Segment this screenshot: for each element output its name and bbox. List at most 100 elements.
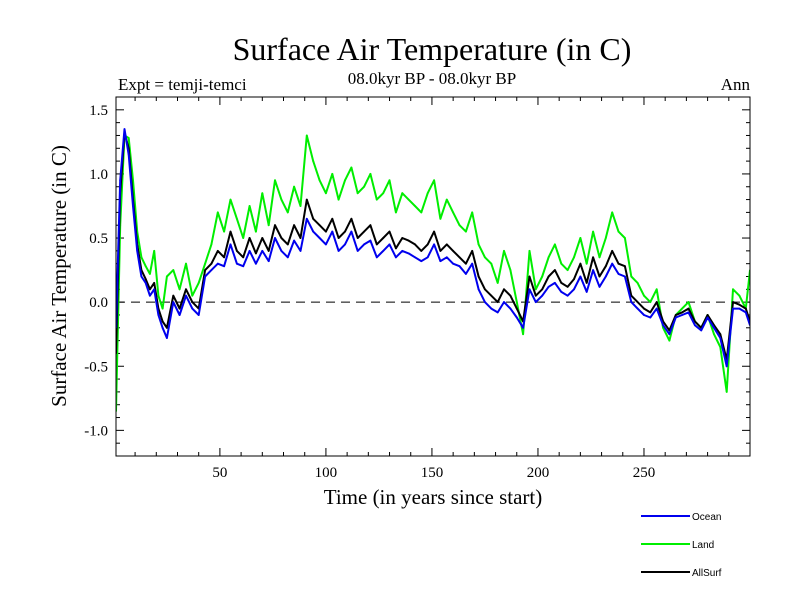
series-land: [116, 134, 750, 412]
data-point-land: [496, 282, 499, 284]
data-point-ocean: [407, 252, 410, 255]
data-point-land: [732, 288, 734, 291]
data-point-land: [426, 192, 429, 195]
data-point-allsurf: [617, 262, 620, 265]
data-point-land: [503, 250, 505, 252]
data-point-ocean: [123, 128, 126, 131]
data-point-allsurf: [286, 243, 289, 246]
data-point-ocean: [191, 307, 194, 310]
data-point-allsurf: [490, 294, 493, 297]
data-point-allsurf: [579, 262, 582, 265]
data-point-allsurf: [611, 250, 614, 252]
data-point-ocean: [598, 285, 601, 288]
data-point-ocean: [363, 243, 365, 246]
data-point-allsurf: [674, 314, 677, 316]
data-point-allsurf: [178, 307, 181, 310]
data-point-allsurf: [687, 307, 690, 310]
y-axis-label: Surface Air Temperature (in C): [47, 145, 71, 407]
data-point-land: [204, 262, 207, 265]
data-point-ocean: [166, 337, 168, 339]
data-point-land: [140, 256, 143, 259]
y-tick-label: 0.5: [89, 231, 108, 247]
data-point-land: [604, 237, 607, 239]
data-point-land: [344, 179, 346, 182]
data-point-allsurf: [172, 294, 175, 297]
data-point-land: [229, 198, 232, 201]
chart-title: Surface Air Temperature (in C): [233, 31, 632, 67]
data-point-ocean: [713, 326, 715, 329]
data-point-ocean: [592, 269, 594, 271]
data-point-land: [592, 230, 594, 233]
data-point-allsurf: [331, 217, 334, 220]
data-point-ocean: [149, 294, 151, 297]
data-point-allsurf: [274, 224, 276, 227]
data-point-allsurf: [299, 237, 302, 239]
data-point-allsurf: [337, 237, 340, 239]
data-point-ocean: [132, 205, 134, 207]
data-point-ocean: [484, 301, 486, 303]
data-point-land: [617, 230, 620, 233]
data-point-allsurf: [509, 294, 512, 297]
data-point-land: [414, 205, 416, 207]
data-point-ocean: [744, 311, 747, 314]
data-point-land: [305, 134, 308, 137]
data-point-land: [738, 294, 741, 297]
data-point-land: [687, 301, 690, 303]
data-point-land: [331, 173, 334, 175]
chart-subtitle: 08.0kyr BP - 08.0kyr BP: [348, 69, 516, 88]
data-point-allsurf: [293, 224, 295, 227]
data-point-land: [528, 250, 531, 252]
data-point-ocean: [331, 230, 334, 233]
data-point-land: [363, 185, 365, 188]
data-point-land: [350, 166, 353, 169]
data-point-ocean: [719, 337, 722, 339]
data-point-allsurf: [223, 256, 226, 259]
data-point-land: [636, 282, 639, 284]
data-point-land: [261, 192, 264, 195]
data-point-land: [407, 198, 410, 201]
data-point-allsurf: [149, 288, 151, 291]
data-point-ocean: [560, 291, 563, 293]
data-point-allsurf: [554, 269, 556, 271]
axes-layer: 50 100 150 200 250 -1.0 -0.5 0.0 0.5 1.0 1.5: [84, 97, 750, 481]
data-point-ocean: [566, 294, 569, 297]
data-point-land: [445, 198, 448, 201]
data-point-allsurf: [433, 230, 435, 233]
data-point-ocean: [382, 250, 385, 252]
data-point-allsurf: [216, 250, 219, 252]
data-point-allsurf: [325, 230, 327, 233]
data-point-allsurf: [242, 256, 245, 259]
data-point-ocean: [274, 237, 276, 239]
data-point-ocean: [687, 311, 690, 314]
data-point-allsurf: [191, 301, 194, 303]
data-point-land: [274, 179, 276, 182]
data-point-ocean: [395, 256, 397, 259]
data-point-land: [149, 273, 151, 275]
data-point-allsurf: [573, 278, 575, 280]
data-point-land: [157, 294, 160, 297]
data-point-allsurf: [566, 285, 569, 288]
data-point-land: [286, 211, 289, 214]
data-point-allsurf: [534, 294, 537, 297]
legend: Ocean Land AllSurf: [641, 512, 722, 579]
data-point-allsurf: [706, 314, 709, 316]
data-point-ocean: [312, 230, 315, 233]
data-point-allsurf: [604, 265, 607, 268]
data-point-land: [318, 179, 321, 182]
data-point-land: [547, 256, 550, 259]
data-point-ocean: [452, 262, 454, 265]
data-point-allsurf: [161, 320, 164, 323]
data-point-allsurf: [261, 237, 264, 239]
data-point-ocean: [541, 294, 544, 297]
data-point-allsurf: [643, 307, 645, 310]
data-point-ocean: [674, 316, 677, 319]
data-point-ocean: [668, 333, 671, 336]
data-point-land: [210, 243, 213, 246]
y-tick-label: 1.0: [89, 167, 108, 183]
data-point-ocean: [388, 243, 391, 246]
data-point-allsurf: [248, 237, 251, 239]
data-point-ocean: [286, 256, 289, 259]
data-point-allsurf: [185, 288, 187, 291]
data-point-land: [166, 275, 168, 278]
data-point-ocean: [433, 243, 435, 246]
